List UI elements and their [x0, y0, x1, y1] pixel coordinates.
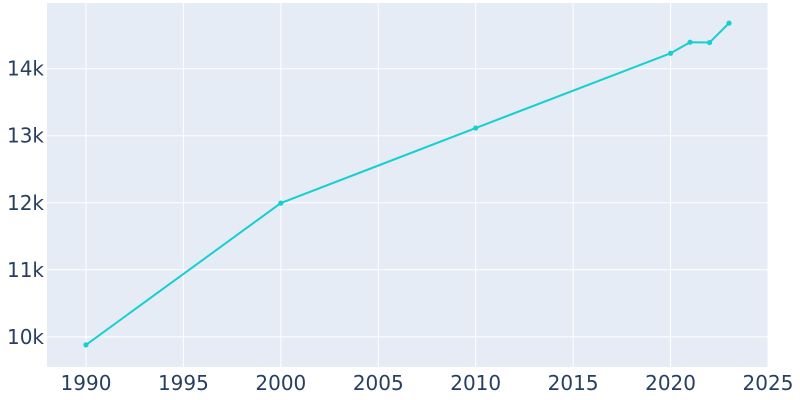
x-tick-label: 2010	[450, 371, 501, 395]
data-point	[83, 342, 89, 348]
y-tick-label: 12k	[7, 191, 44, 215]
series-layer	[83, 20, 732, 348]
y-axis-tick-labels: 10k 11k 12k 13k 14k	[7, 57, 44, 349]
x-tick-label: 2020	[645, 371, 696, 395]
x-tick-label: 2000	[255, 371, 306, 395]
data-point	[726, 20, 732, 26]
data-point	[667, 50, 674, 56]
y-tick-label: 14k	[7, 57, 44, 81]
grid-lines	[47, 3, 769, 367]
data-point	[706, 39, 713, 46]
x-tick-label: 2005	[353, 371, 404, 395]
x-axis-tick-labels: 1990 1995 2000 2005 2010 2015 2020 2025	[61, 371, 794, 395]
x-tick-label: 1995	[158, 371, 209, 395]
plot-area	[47, 3, 768, 367]
y-tick-label: 11k	[7, 258, 44, 282]
x-tick-label: 1990	[61, 371, 112, 395]
x-tick-label: 2015	[548, 371, 599, 395]
data-point	[278, 200, 284, 206]
x-tick-label: 2025	[743, 371, 794, 395]
y-tick-label: 10k	[7, 325, 44, 349]
data-point	[473, 125, 479, 131]
data-point	[687, 39, 693, 45]
y-tick-label: 13k	[7, 124, 44, 148]
